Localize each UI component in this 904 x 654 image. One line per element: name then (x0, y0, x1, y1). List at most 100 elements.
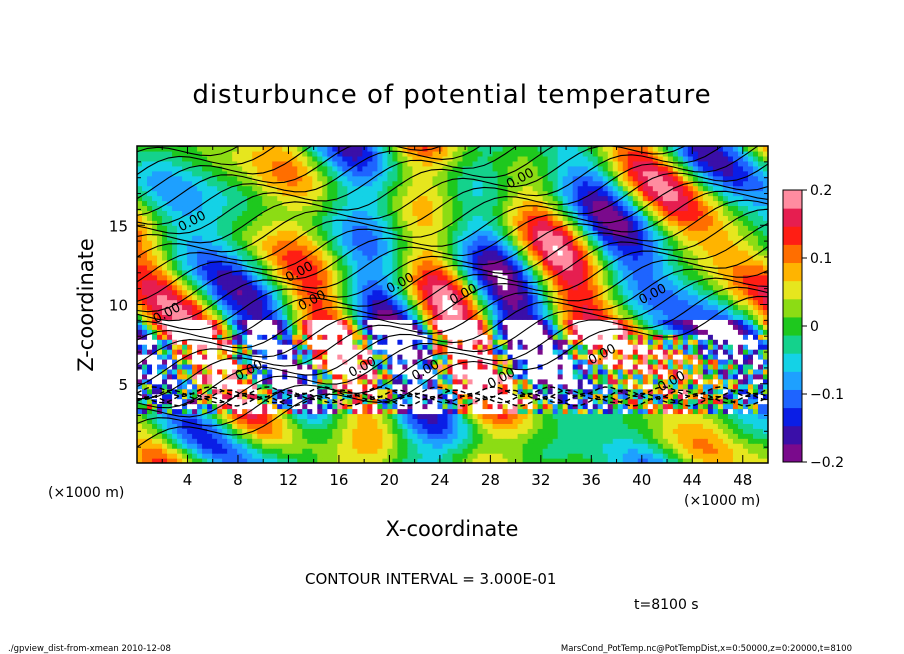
heatmap-cell (472, 329, 479, 335)
heatmap-cell (597, 398, 604, 405)
heatmap-cell (582, 378, 589, 385)
heatmap-cell (217, 398, 223, 405)
heatmap-cell (627, 433, 634, 439)
heatmap-cell (402, 294, 409, 301)
heatmap-cell (337, 289, 343, 296)
heatmap-cell (192, 309, 198, 315)
heatmap-cell (407, 358, 414, 365)
heatmap-cell (632, 363, 639, 370)
heatmap-cell (707, 299, 714, 306)
heatmap-cell (442, 383, 449, 390)
heatmap-cell (622, 354, 629, 360)
heatmap-cell (742, 294, 749, 301)
heatmap-cell (337, 453, 343, 459)
heatmap-cell (637, 279, 644, 286)
heatmap-cell (752, 378, 759, 385)
heatmap-cell (552, 284, 559, 291)
heatmap-cell (312, 344, 318, 350)
heatmap-cell (682, 339, 689, 345)
heatmap-cell (477, 319, 484, 325)
heatmap-cell (637, 423, 644, 429)
heatmap-cell (567, 433, 574, 439)
heatmap-cell (337, 448, 343, 454)
heatmap-cell (367, 383, 373, 390)
heatmap-cell (637, 373, 644, 380)
heatmap-cell (222, 334, 228, 340)
heatmap-cell (722, 403, 729, 410)
heatmap-cell (187, 279, 193, 286)
heatmap-cell (317, 428, 323, 434)
heatmap-cell (432, 368, 439, 375)
heatmap-cell (312, 413, 318, 420)
heatmap-cell (637, 443, 644, 449)
heatmap-cell (387, 453, 394, 459)
heatmap-cell (607, 314, 614, 320)
heatmap-cell (657, 373, 664, 380)
heatmap-cell (377, 284, 383, 291)
heatmap-cell (577, 458, 584, 463)
heatmap-cell (712, 284, 719, 291)
heatmap-cell (237, 279, 243, 286)
heatmap-cell (727, 309, 734, 315)
heatmap-cell (497, 309, 504, 315)
heatmap-cell (287, 378, 293, 385)
heatmap-cell (702, 349, 709, 355)
heatmap-cell (547, 344, 554, 350)
heatmap-cell (397, 309, 404, 315)
heatmap-cell (172, 383, 178, 390)
heatmap-cell (437, 339, 444, 345)
heatmap-cell (297, 458, 303, 463)
heatmap-cell (287, 324, 293, 330)
heatmap-cell (242, 269, 248, 276)
heatmap-cell (242, 428, 248, 434)
heatmap-cell (432, 269, 439, 276)
heatmap-cell (572, 289, 579, 296)
heatmap-cell (502, 304, 509, 311)
heatmap-cell (742, 358, 749, 365)
heatmap-cell (497, 269, 504, 276)
heatmap-cell (287, 393, 293, 400)
heatmap-cell (462, 388, 469, 395)
heatmap-cell (527, 383, 534, 390)
heatmap-cell (597, 423, 604, 429)
heatmap-cell (752, 324, 759, 330)
heatmap-cell (392, 428, 399, 434)
heatmap-cell (737, 334, 744, 340)
heatmap-cell (237, 373, 243, 380)
heatmap-cell (332, 319, 338, 325)
heatmap-cell (552, 453, 559, 459)
heatmap-cell (497, 329, 504, 335)
heatmap-cell (677, 373, 684, 380)
heatmap-cell (602, 363, 609, 370)
heatmap-cell (712, 383, 719, 390)
heatmap-cell (277, 264, 283, 271)
heatmap-cell (382, 448, 388, 454)
heatmap-cell (517, 383, 524, 390)
heatmap-cell (277, 339, 283, 345)
heatmap-cell (197, 363, 203, 370)
heatmap-cell (452, 383, 459, 390)
heatmap-cell (667, 373, 674, 380)
heatmap-cell (302, 319, 308, 325)
heatmap-cell (682, 403, 689, 410)
heatmap-cell (372, 279, 378, 286)
heatmap-cell (177, 433, 183, 439)
heatmap-cell (752, 339, 759, 345)
heatmap-cell (417, 269, 424, 276)
heatmap-cell (382, 329, 388, 335)
heatmap-cell (432, 349, 439, 355)
heatmap-cell (752, 423, 759, 429)
heatmap-cell (162, 393, 168, 400)
heatmap-cell (382, 324, 388, 330)
heatmap-cell (742, 373, 749, 380)
heatmap-cell (152, 324, 158, 330)
heatmap-cell (257, 443, 263, 449)
heatmap-cell (517, 423, 524, 429)
heatmap-cell (172, 274, 178, 281)
heatmap-cell (517, 299, 524, 306)
heatmap-cell (707, 354, 714, 360)
heatmap-cell (497, 349, 504, 355)
heatmap-cell (457, 428, 464, 434)
heatmap-cell (377, 294, 383, 301)
heatmap-cell (712, 423, 719, 429)
